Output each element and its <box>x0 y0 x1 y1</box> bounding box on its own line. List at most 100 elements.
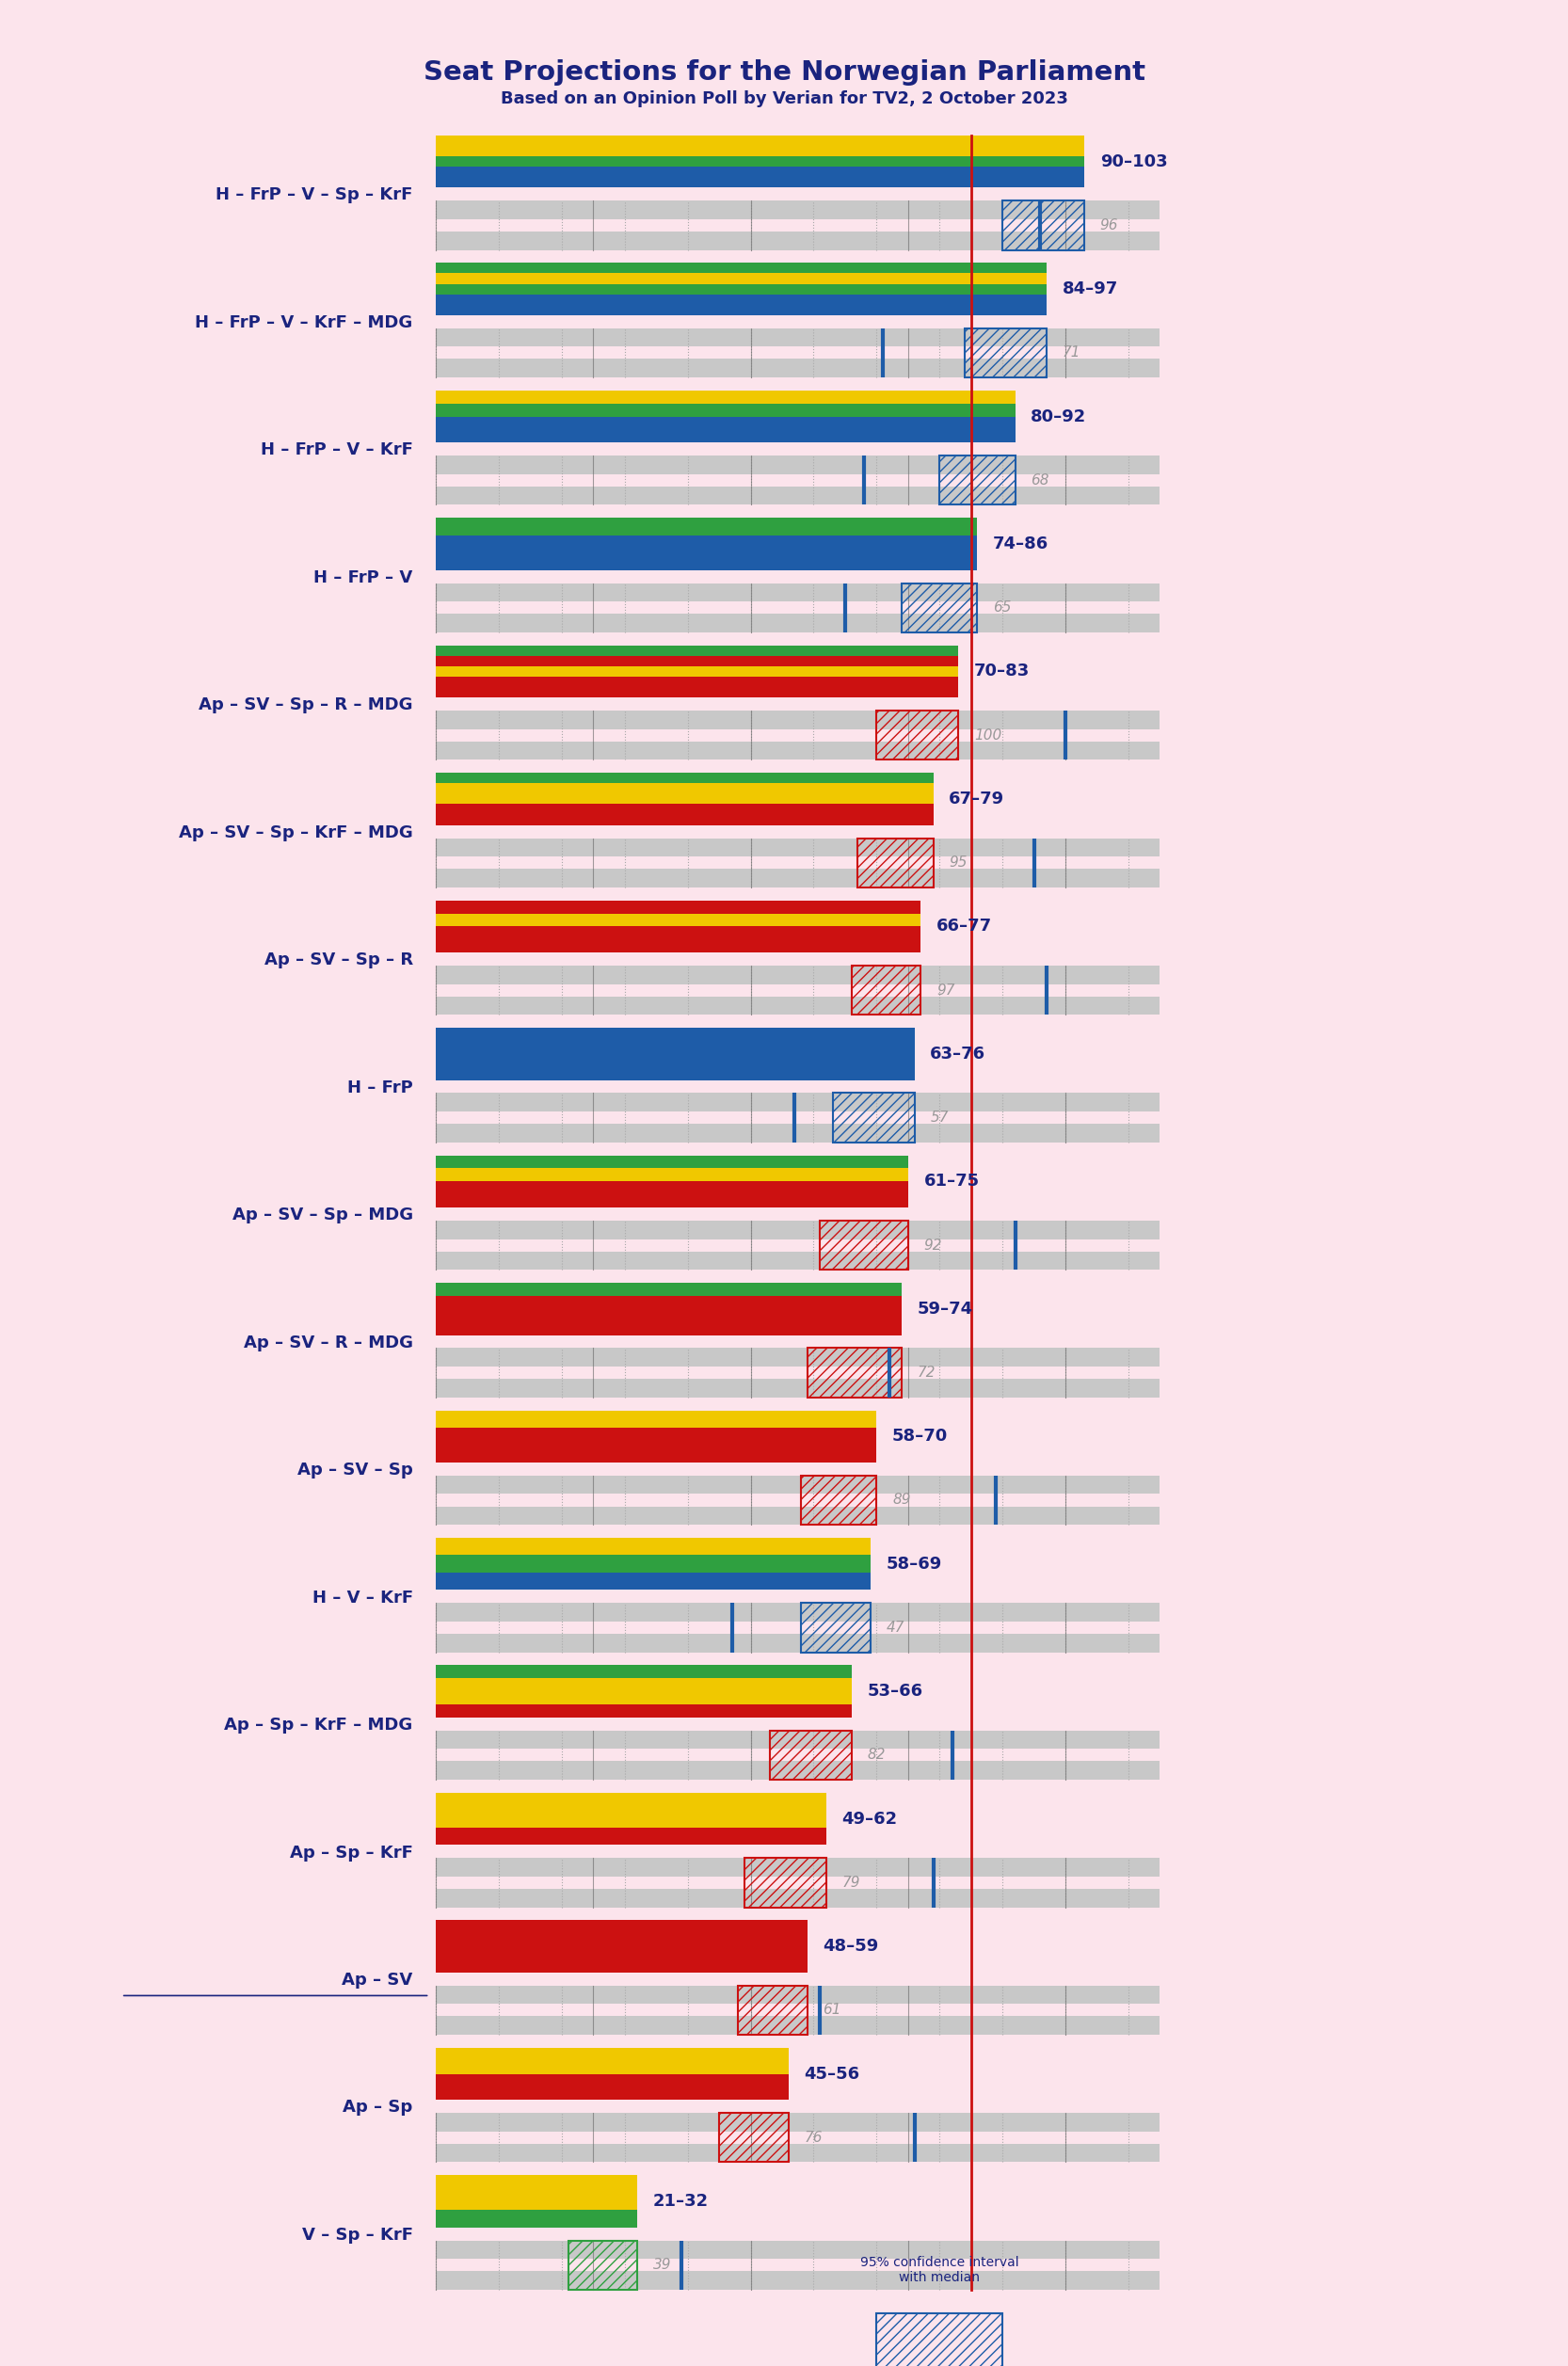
Bar <box>436 2271 1160 2283</box>
Text: 70–83: 70–83 <box>974 662 1030 679</box>
Bar <box>833 1093 914 1143</box>
Bar <box>436 468 1160 492</box>
Bar <box>436 1297 902 1308</box>
Bar <box>436 996 1160 1008</box>
Bar <box>436 1864 1160 1876</box>
Text: 84–97: 84–97 <box>1062 282 1118 298</box>
Bar <box>436 1124 1160 1136</box>
Bar <box>436 518 977 535</box>
Text: 95: 95 <box>949 856 967 871</box>
Bar <box>770 1730 851 1779</box>
Bar <box>739 1985 808 2035</box>
Bar <box>436 1507 1160 1519</box>
Bar <box>436 1027 914 1053</box>
Bar <box>436 1947 808 1973</box>
Bar <box>436 554 977 570</box>
Bar <box>436 655 958 667</box>
Text: 90–103: 90–103 <box>1101 154 1168 170</box>
Bar <box>939 457 1014 504</box>
Bar <box>436 1985 1160 2035</box>
Bar <box>436 913 920 927</box>
Bar <box>436 677 958 686</box>
Bar <box>436 135 1085 147</box>
Bar <box>436 849 1160 875</box>
Text: 61–75: 61–75 <box>924 1174 980 1190</box>
Text: 92: 92 <box>924 1237 942 1252</box>
Bar <box>436 1677 851 1692</box>
Bar <box>436 1744 1160 1767</box>
Bar <box>436 329 1160 379</box>
Bar <box>568 2241 637 2290</box>
Bar <box>436 1635 1160 1647</box>
Bar <box>436 1604 1160 1651</box>
Bar <box>436 263 1046 274</box>
Bar <box>436 1869 1160 1895</box>
Bar <box>436 166 1085 177</box>
Bar <box>436 1573 870 1590</box>
Bar <box>436 1992 1160 2004</box>
Bar <box>436 156 1085 166</box>
Bar <box>436 1100 1160 1112</box>
Bar <box>436 2174 637 2193</box>
Bar <box>436 2252 1160 2278</box>
Text: 71: 71 <box>1062 345 1080 360</box>
Bar <box>436 405 1014 416</box>
Bar <box>436 2193 637 2210</box>
Bar <box>436 1538 870 1554</box>
Bar <box>436 487 1160 499</box>
Bar <box>436 416 1014 431</box>
Bar <box>436 2016 1160 2028</box>
Text: 45–56: 45–56 <box>804 2066 859 2082</box>
Bar <box>436 1093 1160 1143</box>
Bar <box>436 613 1160 627</box>
Bar <box>436 1692 851 1704</box>
Bar <box>436 1379 1160 1391</box>
Bar <box>436 686 958 698</box>
Bar <box>436 793 933 804</box>
Text: 67–79: 67–79 <box>949 790 1005 807</box>
Bar <box>436 293 1046 305</box>
Bar <box>858 838 933 887</box>
Text: 74–86: 74–86 <box>993 535 1049 551</box>
Bar <box>436 147 1085 156</box>
Text: 82: 82 <box>867 1748 886 1763</box>
Bar <box>436 2210 637 2226</box>
Bar <box>436 1282 902 1297</box>
Text: Seat Projections for the Norwegian Parliament: Seat Projections for the Norwegian Parli… <box>423 59 1145 85</box>
Bar <box>436 1857 1160 1907</box>
Bar <box>964 329 1046 379</box>
Bar <box>436 667 958 677</box>
Bar <box>436 1704 851 1718</box>
Bar <box>877 710 958 759</box>
Bar <box>436 284 1046 293</box>
Bar <box>436 2125 1160 2151</box>
Bar <box>436 2241 1160 2290</box>
Bar <box>436 1666 851 1677</box>
Bar <box>745 1857 826 1907</box>
Text: 47: 47 <box>886 1621 905 1635</box>
Bar <box>436 927 920 939</box>
Bar <box>436 1252 1160 1263</box>
Bar <box>436 1349 1160 1398</box>
Bar <box>436 1105 1160 1131</box>
Bar <box>436 972 1160 984</box>
Bar <box>436 589 1160 601</box>
Bar <box>436 977 1160 1003</box>
Bar <box>436 901 920 913</box>
Bar <box>436 334 1160 345</box>
Bar <box>436 1793 826 1810</box>
Bar <box>436 461 1160 473</box>
Bar <box>436 939 920 953</box>
Bar <box>436 1737 1160 1748</box>
Bar <box>436 213 1160 237</box>
Bar <box>436 341 1160 364</box>
Bar <box>851 965 920 1015</box>
Bar <box>436 1921 808 1947</box>
Text: 63–76: 63–76 <box>930 1046 986 1062</box>
Bar <box>436 390 1014 405</box>
Bar <box>436 1810 826 1827</box>
Bar <box>436 965 1160 1015</box>
Bar <box>820 1221 908 1271</box>
Bar <box>436 206 1160 220</box>
Text: 72: 72 <box>917 1365 936 1379</box>
